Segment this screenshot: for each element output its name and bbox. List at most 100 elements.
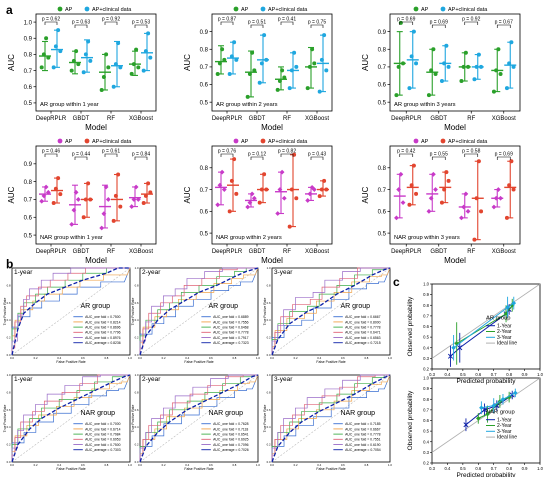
y-tick-label: 0.8 — [423, 397, 429, 402]
data-point — [232, 157, 237, 162]
y-tick-label: 1.0 — [135, 373, 139, 377]
x-tick-label: XGBoost — [492, 116, 516, 122]
data-point — [43, 184, 49, 190]
data-point — [118, 65, 123, 70]
data-point — [215, 71, 220, 76]
y-tick-label: 0.5 — [24, 101, 33, 107]
x-tick-label: 0.0 — [10, 463, 14, 467]
data-point — [113, 193, 118, 198]
data-point — [401, 61, 406, 66]
data-point — [69, 222, 75, 227]
p-value: p = 0.67 — [495, 20, 513, 26]
roc-fold-curve — [11, 374, 131, 462]
data-point — [148, 190, 153, 195]
x-tick-label: DeepRPLR — [212, 249, 243, 255]
y-tick-label: 0.8 — [378, 47, 387, 53]
data-point — [476, 159, 481, 164]
y-tick-label: 0.5 — [200, 231, 209, 237]
y-tick-label: 0.6 — [135, 301, 139, 305]
x-tick-label: 0.0 — [270, 356, 274, 360]
p-value: p = 0.69 — [397, 17, 415, 23]
data-point — [430, 171, 436, 177]
significance-bracket — [74, 156, 88, 160]
y-tick-label: 0.2 — [267, 443, 271, 447]
p-value: p = 0.55 — [430, 152, 448, 158]
data-point — [411, 29, 416, 34]
data-point — [229, 178, 234, 183]
x-tick-label: RF — [107, 249, 115, 255]
data-point — [86, 181, 91, 186]
data-point — [53, 186, 58, 191]
data-point — [39, 198, 45, 204]
significance-bracket — [280, 153, 294, 157]
roc-legend-label: AUC_average = 0.7303 — [85, 448, 121, 452]
y-tick-label: 1.0 — [423, 282, 429, 287]
data-point — [394, 215, 399, 221]
y-tick-label: 1.0 — [24, 20, 33, 26]
roc-fold-curve — [11, 267, 130, 355]
calibration-line — [453, 302, 515, 349]
data-point — [504, 86, 509, 91]
y-tick-label: 0.6 — [267, 301, 271, 305]
data-point — [58, 192, 63, 197]
data-point — [307, 191, 313, 197]
significance-bracket — [134, 156, 148, 160]
data-point — [146, 181, 151, 186]
x-tick-label: 0.2 — [294, 356, 298, 360]
x-tick-label: 0.4 — [57, 356, 61, 360]
data-point — [113, 62, 118, 67]
x-tick-label: XGBoost — [129, 249, 153, 255]
data-point — [262, 33, 267, 38]
x-tick-label: 1.0 — [256, 463, 260, 467]
y-tick-label: 0.4 — [267, 318, 271, 322]
y-tick-label: 1.0 — [135, 266, 139, 270]
significance-bracket — [134, 24, 148, 28]
y-tick-label: 0.0 — [7, 460, 11, 464]
data-point — [444, 170, 449, 175]
y-tick-label: 1.0 — [423, 376, 429, 381]
data-point — [509, 40, 514, 45]
data-point — [39, 65, 44, 70]
significance-bracket — [310, 24, 324, 28]
y-tick-label: 0.6 — [7, 408, 11, 412]
x-tick-label: 0.6 — [209, 463, 213, 467]
legend-marker-ap-clinical — [84, 6, 90, 12]
x-tick-label: 0.3 — [429, 466, 435, 471]
x-axis-label: Model — [444, 256, 466, 265]
roc-legend-label: AUC_one fold = 0.8000 — [345, 320, 380, 324]
roc-title: 3-year — [274, 269, 293, 276]
data-point — [446, 64, 451, 69]
data-point — [53, 44, 58, 49]
data-point — [439, 200, 444, 205]
data-point — [222, 57, 227, 62]
data-point — [322, 33, 327, 38]
data-point — [472, 237, 477, 242]
data-point — [71, 58, 76, 63]
roc-legend-label: AUC_one fold = 0.6667 — [345, 427, 380, 431]
data-point — [289, 187, 294, 192]
legend-label: AP+clinical data — [92, 7, 132, 13]
x-tick-label: 1.0 — [128, 356, 132, 360]
roc-fold-curve — [139, 267, 259, 355]
x-tick-label: DeepRPLR — [36, 116, 67, 122]
roc-legend-label: AUC_one fold = 0.6563 — [345, 336, 380, 340]
y-tick-label: 0.7 — [378, 65, 387, 71]
roc-group-label: AR group — [80, 303, 110, 310]
y-tick-label: 0.8 — [24, 53, 33, 59]
data-point — [51, 65, 56, 70]
data-point — [394, 93, 399, 98]
data-point — [476, 52, 481, 57]
roc-fold-curve — [139, 267, 258, 355]
data-point — [322, 178, 327, 183]
data-point — [498, 71, 503, 76]
group-note: NAR group within 1 year — [40, 235, 103, 241]
roc-legend-label: AUC_average = 0.7323 — [213, 341, 249, 345]
y-tick-label: 0.9 — [423, 292, 429, 297]
x-tick-label: 1.0 — [537, 372, 543, 377]
roc-group-label: NAR group — [208, 410, 243, 417]
y-tick-label: 0.7 — [200, 188, 209, 194]
y-tick-label: 0.6 — [7, 301, 11, 305]
roc-mean-curve — [139, 267, 259, 356]
x-tick-label: 0.6 — [209, 356, 213, 360]
p-value: p = 0.76 — [218, 149, 236, 155]
